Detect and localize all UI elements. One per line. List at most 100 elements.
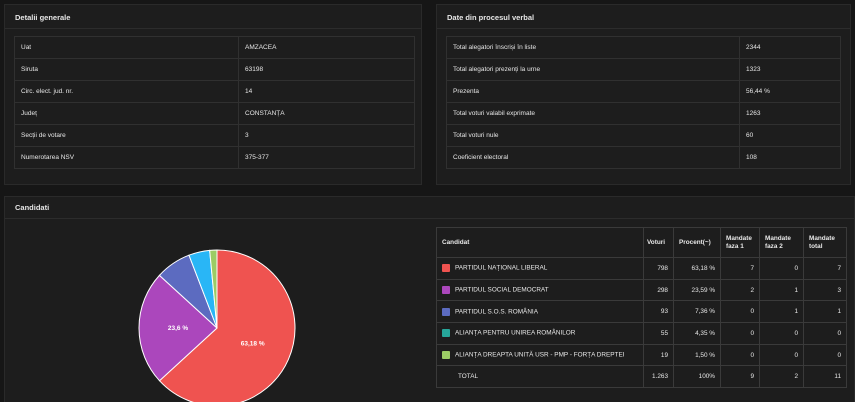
candidate-row: PARTIDUL NAȚIONAL LIBERAL 798 63,18 % 7 0 7: [436, 257, 847, 280]
candidate-name-cell: ALIANȚA DREAPTA UNITĂ USR - PMP - FORȚA …: [436, 343, 644, 367]
row-value: 14: [238, 80, 415, 103]
total-m1: 9: [720, 365, 760, 389]
table-row: Județ CONSTANȚA: [14, 102, 415, 125]
candidate-name: PARTIDUL S.O.S. ROMÂNIA: [455, 308, 538, 316]
row-label: Județ: [14, 102, 239, 125]
total-votes: 1.263: [643, 365, 674, 389]
cell-pct: 1,50 %: [673, 343, 721, 367]
legend-swatch: [442, 286, 450, 295]
cell-mt: 0: [803, 322, 847, 345]
col-header-mandates-phase2[interactable]: Mandate faza 2: [759, 227, 804, 258]
legend-swatch: [442, 351, 450, 360]
row-label: Total voturi nule: [446, 124, 740, 147]
col-header-percent[interactable]: Procent(~): [673, 227, 721, 258]
pie-slice-1[interactable]: [138, 274, 218, 382]
verbal-report-card: Date din procesul verbal Total alegatori…: [436, 4, 851, 185]
cell-votes: 55: [643, 322, 674, 345]
row-value: 63198: [238, 58, 415, 81]
table-row: Total alegatori înscriși în liste 2344: [446, 36, 841, 59]
cell-m2: 0: [759, 257, 804, 280]
total-mt: 11: [803, 365, 847, 389]
row-value: CONSTANȚA: [238, 102, 415, 125]
cell-m1: 0: [720, 322, 760, 345]
table-row: Prezenta 56,44 %: [446, 80, 841, 103]
candidate-row: PARTIDUL S.O.S. ROMÂNIA 93 7,36 % 0 1 1: [436, 300, 847, 324]
candidate-name-cell: PARTIDUL S.O.S. ROMÂNIA: [436, 300, 644, 324]
table-row: Total voturi valabil exprimate 1263: [446, 102, 841, 125]
cell-mt: 1: [803, 300, 847, 324]
row-label: Prezenta: [446, 80, 740, 103]
cell-pct: 4,35 %: [673, 322, 721, 345]
row-value: 108: [739, 146, 841, 169]
total-m2: 2: [759, 365, 804, 389]
col-header-votes[interactable]: Voturi: [643, 227, 674, 258]
results-pie-chart: 63,18 % 23,6 %: [130, 240, 305, 402]
cell-m2: 0: [759, 322, 804, 345]
table-row: Total voturi nule 60: [446, 124, 841, 147]
cell-pct: 63,18 %: [673, 257, 721, 280]
cell-m2: 1: [759, 278, 804, 302]
table-row: Numerotarea NSV 375-377: [14, 146, 415, 169]
cell-votes: 798: [643, 257, 674, 280]
pie-label-1: 23,6 %: [168, 325, 188, 332]
cell-votes: 298: [643, 278, 674, 302]
candidate-row: ALIANȚA DREAPTA UNITĂ USR - PMP - FORȚA …: [436, 343, 847, 367]
candidates-title: Candidati: [5, 197, 854, 219]
row-value: AMZACEA: [238, 36, 415, 59]
row-value: 1263: [739, 102, 841, 125]
candidates-table: Candidat Voturi Procent(~) Mandate faza …: [436, 227, 847, 389]
total-pct: 100%: [673, 365, 721, 389]
general-details-card: Detalii generale Uat AMZACEA Siruta 63198 Ci…: [4, 4, 422, 185]
candidate-name-cell: PARTIDUL SOCIAL DEMOCRAT: [436, 278, 644, 302]
col-header-mandates-total[interactable]: Mandate total: [803, 227, 847, 258]
table-row: Siruta 63198: [14, 58, 415, 81]
row-value: 1323: [739, 58, 841, 81]
pie-slice-4[interactable]: [209, 249, 218, 329]
row-label: Secții de votare: [14, 124, 239, 147]
row-value: 2344: [739, 36, 841, 59]
cell-pct: 23,59 %: [673, 278, 721, 302]
table-row: Uat AMZACEA: [14, 36, 415, 59]
candidate-name: PARTIDUL NAȚIONAL LIBERAL: [455, 265, 548, 273]
verbal-report-table: Total alegatori înscriși în liste 2344 Tot…: [446, 36, 841, 169]
candidate-row: PARTIDUL SOCIAL DEMOCRAT 298 23,59 % 2 1 3: [436, 278, 847, 302]
table-row: Total alegatori prezenți la urne 1323: [446, 58, 841, 81]
row-value: 60: [739, 124, 841, 147]
row-label: Total voturi valabil exprimate: [446, 102, 740, 125]
candidate-name: ALIANȚA PENTRU UNIREA ROMÂNILOR: [455, 330, 576, 338]
candidate-row: ALIANȚA PENTRU UNIREA ROMÂNILOR 55 4,35 % 0…: [436, 322, 847, 345]
total-row: TOTAL 1.263 100% 9 2 11: [436, 365, 847, 389]
table-row: Circ. elect. jud. nr. 14: [14, 80, 415, 103]
verbal-report-title: Date din procesul verbal: [437, 5, 850, 29]
pie-slice-0[interactable]: [158, 249, 296, 402]
row-label: Total alegatori prezenți la urne: [446, 58, 740, 81]
row-value: 56,44 %: [739, 80, 841, 103]
pie-label-0: 63,18 %: [241, 341, 265, 348]
general-details-table: Uat AMZACEA Siruta 63198 Circ. elect. jud. n…: [14, 36, 415, 169]
col-header-mandates-phase1[interactable]: Mandate faza 1: [720, 227, 760, 258]
cell-m1: 0: [720, 343, 760, 367]
cell-votes: 19: [643, 343, 674, 367]
row-label: Uat: [14, 36, 239, 59]
candidate-name: ALIANȚA DREAPTA UNITĂ USR - PMP - FORȚA …: [455, 351, 625, 359]
cell-mt: 7: [803, 257, 847, 280]
total-label: TOTAL: [436, 365, 644, 389]
cell-pct: 7,36 %: [673, 300, 721, 324]
row-value: 375-377: [238, 146, 415, 169]
cell-m2: 0: [759, 343, 804, 367]
row-value: 3: [238, 124, 415, 147]
candidate-name: PARTIDUL SOCIAL DEMOCRAT: [455, 286, 549, 294]
col-header-candidate[interactable]: Candidat: [436, 227, 644, 258]
row-label: Numerotarea NSV: [14, 146, 239, 169]
cell-m1: 2: [720, 278, 760, 302]
cell-mt: 0: [803, 343, 847, 367]
row-label: Circ. elect. jud. nr.: [14, 80, 239, 103]
legend-swatch: [442, 264, 450, 273]
general-details-title: Detalii generale: [5, 5, 421, 29]
cell-m1: 7: [720, 257, 760, 280]
cell-m2: 1: [759, 300, 804, 324]
table-row: Coeficient electoral 108: [446, 146, 841, 169]
table-row: Secții de votare 3: [14, 124, 415, 147]
cell-votes: 93: [643, 300, 674, 324]
legend-swatch: [442, 307, 450, 316]
